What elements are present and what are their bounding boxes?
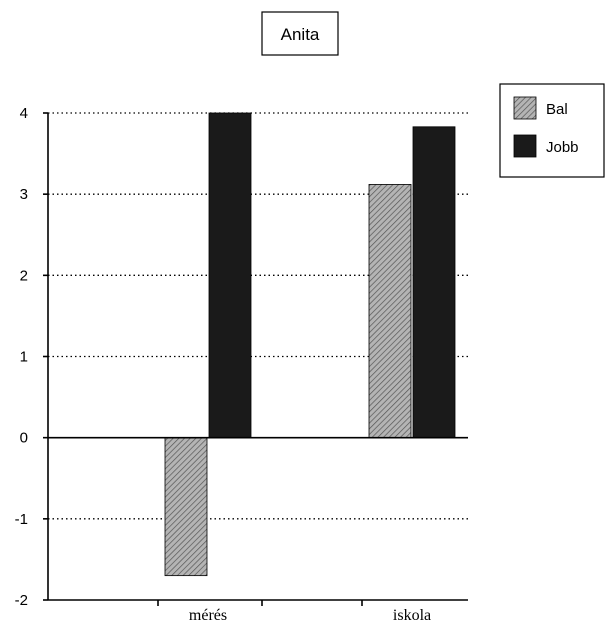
y-tick-label: 1 <box>20 349 28 366</box>
bar-jobb-0 <box>208 112 252 439</box>
y-tick-label: 2 <box>20 267 28 284</box>
legend-label-bal: Bal <box>546 101 568 118</box>
x-tick-labels: mérés iskola <box>189 607 431 624</box>
legend-entries: Bal Jobb <box>513 96 579 158</box>
y-tick-label: 0 <box>20 430 28 447</box>
bar-bal-1 <box>368 184 412 439</box>
chart-title-group: Anita <box>261 11 339 56</box>
y-tick-label: -2 <box>15 592 28 609</box>
chart-title-box <box>261 11 339 56</box>
y-tick-label: -1 <box>15 511 28 528</box>
axis-layer <box>43 112 468 606</box>
x-tick-label: iskola <box>393 607 431 624</box>
legend-label-jobb: Jobb <box>546 139 579 156</box>
x-tick-label: mérés <box>189 607 227 624</box>
bar-bal-0 <box>164 437 208 577</box>
legend-swatch-bal <box>513 96 537 120</box>
bars-layer <box>164 112 456 577</box>
y-tick-label: 3 <box>20 186 28 203</box>
y-tick-label: 4 <box>20 105 28 122</box>
legend: Bal Jobb <box>499 83 605 178</box>
legend-swatch-jobb <box>513 134 537 158</box>
y-tick-labels: -2 -1 0 1 2 3 4 <box>15 105 28 609</box>
chart-title: Anita <box>281 25 320 44</box>
bar-jobb-1 <box>412 126 456 439</box>
